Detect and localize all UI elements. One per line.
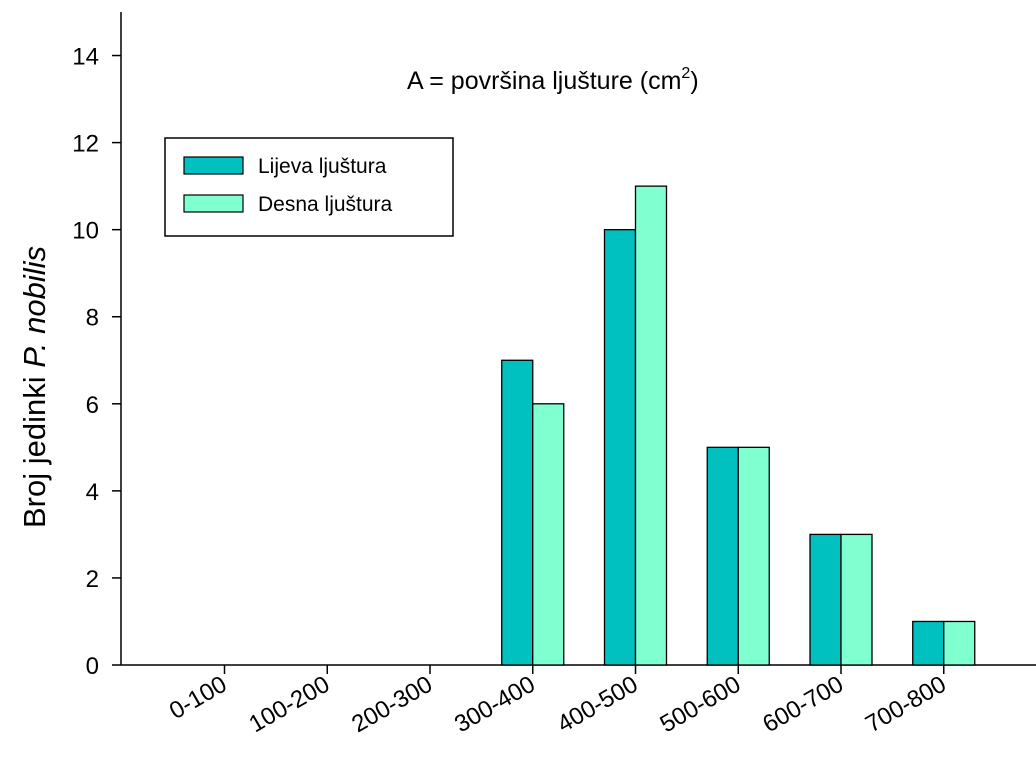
x-axis-ticks: 0-100 100-200 200-300 300-400 400-500 500-600…: [165, 665, 951, 738]
y-tick-label: 10: [72, 218, 99, 245]
y-tick-label: 12: [72, 131, 99, 158]
bar-lijeva-600-700: [809, 533, 842, 666]
x-tick-label: 600-700: [758, 671, 848, 738]
bar-desna-400-500: [634, 185, 668, 666]
legend: Lijeva ljuštura Desna ljuštura: [164, 137, 454, 237]
x-tick-label: 300-400: [450, 671, 540, 738]
bar-lijeva-400-500: [603, 229, 637, 666]
x-tick-label: 400-500: [553, 671, 643, 738]
chart-annotation: A = površina ljušture (cm2): [407, 65, 699, 95]
bar-lijeva-700-800: [912, 620, 945, 666]
x-tick-label: 0-100: [165, 671, 232, 725]
bar-desna-300-400: [532, 403, 565, 666]
x-tick-label: 200-300: [347, 671, 437, 738]
annotation-superscript: 2: [681, 65, 690, 82]
bar-lijeva-500-600: [706, 446, 739, 666]
y-tick-label: 14: [72, 44, 99, 71]
axes: [120, 12, 1036, 666]
legend-swatch-right-valve: [183, 194, 244, 213]
y-tick-label: 4: [86, 479, 99, 506]
legend-swatch-left-valve: [183, 156, 244, 175]
y-tick-label: 6: [86, 392, 99, 419]
bar-desna-500-600: [737, 446, 770, 666]
legend-label-left-valve: Lijeva ljuštura: [258, 155, 387, 178]
y-tick-label: 2: [86, 566, 99, 593]
y-axis-title-prefix: Broj jedinki: [17, 368, 52, 528]
x-tick-label: 500-600: [655, 671, 745, 738]
annotation-suffix: ): [690, 67, 698, 95]
y-axis-title-species: P. nobilis: [17, 246, 52, 368]
bars-group: [501, 185, 976, 666]
y-axis-title: Broj jedinki P. nobilis: [17, 246, 52, 528]
y-axis-ticks: 0 2 4 6 8 10 12 14: [72, 44, 121, 680]
bar-desna-700-800: [943, 620, 976, 666]
x-tick-label: 100-200: [244, 671, 334, 738]
annotation-text: A = površina ljušture (cm: [407, 67, 681, 95]
y-tick-label: 0: [86, 653, 99, 680]
bar-lijeva-300-400: [501, 359, 534, 666]
legend-box: [164, 137, 454, 237]
legend-label-right-valve: Desna ljuštura: [258, 193, 393, 216]
x-tick-label: 700-800: [861, 671, 951, 738]
y-tick-label: 8: [86, 305, 99, 332]
bar-desna-600-700: [840, 533, 873, 666]
